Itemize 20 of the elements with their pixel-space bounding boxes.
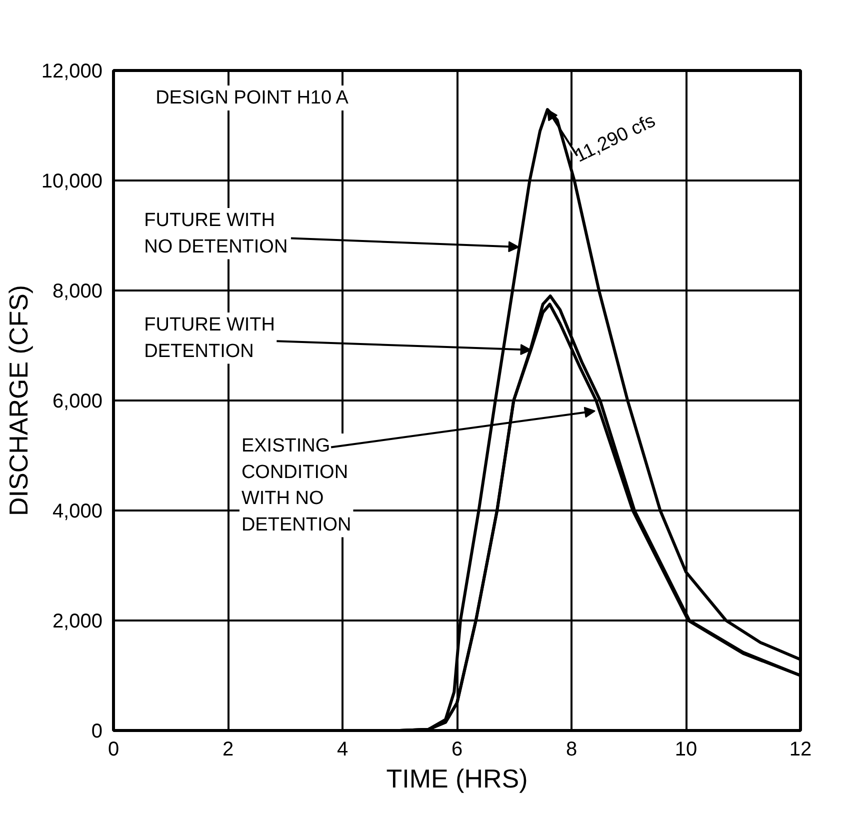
x-tick-label: 6 <box>451 738 463 760</box>
y-tick-label: 4,000 <box>52 500 103 522</box>
x-tick-label: 0 <box>108 738 120 760</box>
x-tick-label: 4 <box>336 738 348 760</box>
annotation: FUTURE WITH DETENTION <box>144 314 275 362</box>
x-tick-label: 8 <box>566 738 578 760</box>
annotation: DESIGN POINT H10 A <box>156 88 349 108</box>
x-tick-label: 10 <box>674 738 698 760</box>
y-tick-label: 12,000 <box>41 60 102 82</box>
y-tick-label: 6,000 <box>52 390 103 412</box>
x-tick-label: 12 <box>789 738 812 760</box>
y-tick-label: 2,000 <box>52 610 103 632</box>
x-axis-title: TIME (HRS) <box>386 764 528 794</box>
y-tick-label: 10,000 <box>41 170 102 192</box>
y-tick-label: 0 <box>91 720 102 742</box>
y-tick-label: 8,000 <box>52 280 103 302</box>
annotation: EXISTING CONDITION WITH NO DETENTION <box>241 436 352 536</box>
annotation: FUTURE WITH NO DETENTION <box>144 210 288 258</box>
y-axis-title: DISCHARGE (CFS) <box>3 284 34 516</box>
x-tick-label: 2 <box>222 738 234 760</box>
